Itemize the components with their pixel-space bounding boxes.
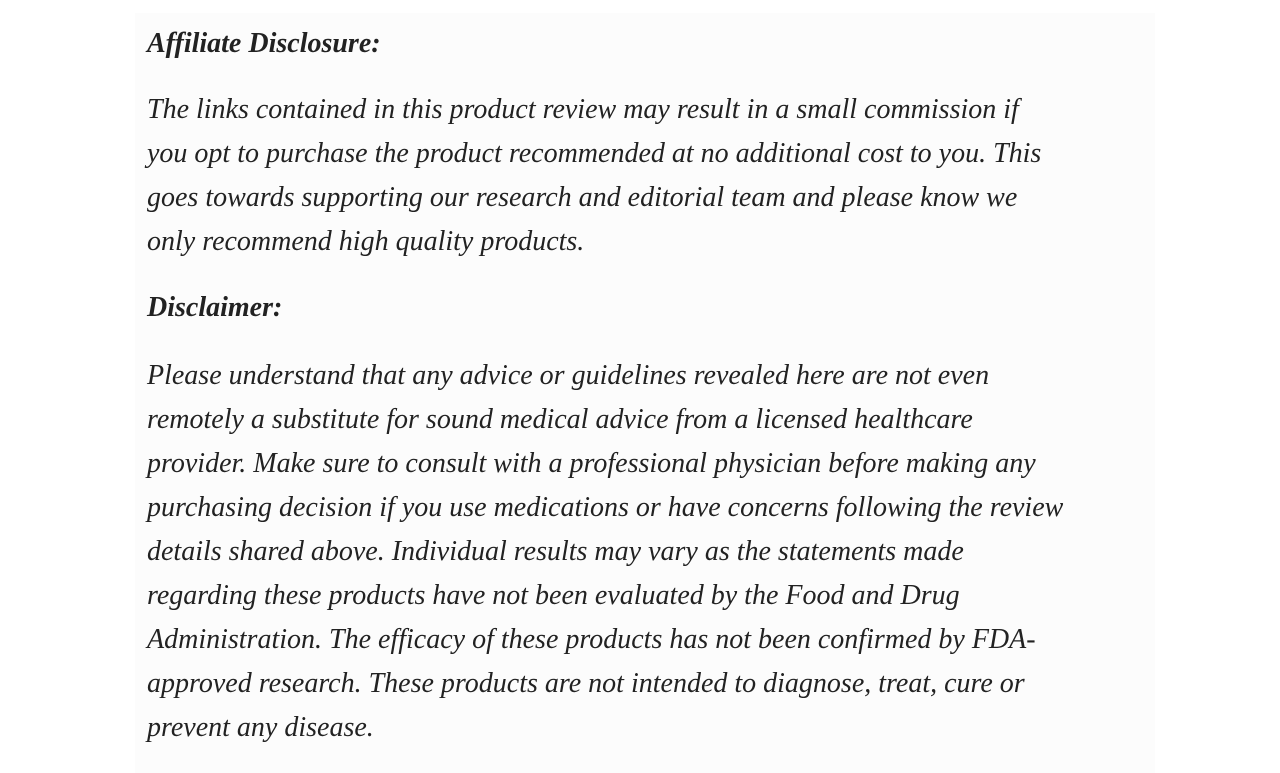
text-line: details shared above. Individual results…	[147, 536, 964, 567]
text-line: regarding these products have not been e…	[147, 580, 960, 611]
disclosure-container	[135, 13, 1155, 773]
disclosure-content: Affiliate Disclosure: The links containe…	[147, 22, 1157, 750]
text-line: only recommend high quality products.	[147, 226, 585, 257]
text-line: approved research. These products are no…	[147, 668, 1025, 699]
text-line: provider. Make sure to consult with a pr…	[147, 448, 1036, 479]
affiliate-disclosure-text: The links contained in this product revi…	[147, 88, 1157, 264]
text-line: you opt to purchase the product recommen…	[147, 138, 1042, 169]
text-line: purchasing decision if you use medicatio…	[147, 492, 1064, 523]
text-line: prevent any disease.	[147, 712, 374, 743]
affiliate-disclosure-heading: Affiliate Disclosure:	[147, 28, 381, 59]
text-line: Please understand that any advice or gui…	[147, 360, 990, 391]
text-line: remotely a substitute for sound medical …	[147, 404, 973, 435]
disclaimer-heading: Disclaimer:	[147, 292, 283, 323]
disclaimer-text: Please understand that any advice or gui…	[147, 354, 1157, 750]
text-line: The links contained in this product revi…	[147, 94, 1019, 125]
text-line: Administration. The efficacy of these pr…	[147, 624, 1036, 655]
text-line: goes towards supporting our research and…	[147, 182, 1018, 213]
